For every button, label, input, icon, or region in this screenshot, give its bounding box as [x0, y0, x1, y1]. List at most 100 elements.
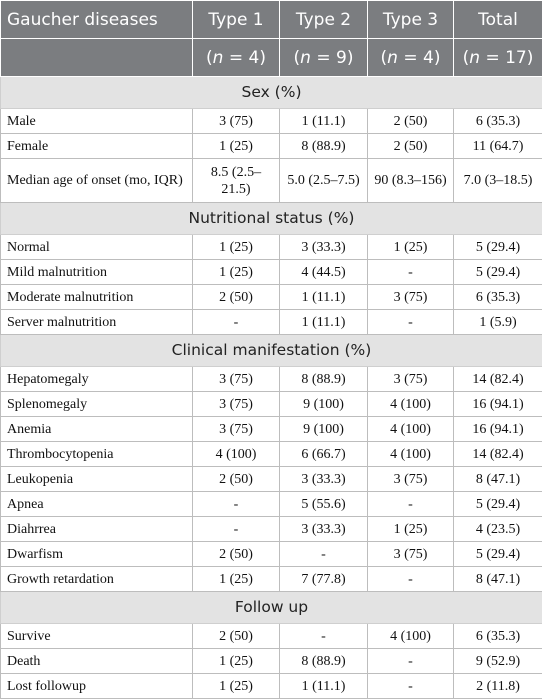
cell-value: 16 (94.1): [454, 392, 542, 417]
cell-value: 8 (88.9): [280, 134, 368, 159]
row-label: Mild malnutrition: [1, 260, 193, 285]
cell-value: 1 (25): [193, 134, 280, 159]
cell-value: 2 (11.8): [454, 674, 542, 699]
row-label: Survive: [1, 624, 193, 649]
cell-value: -: [193, 517, 280, 542]
cell-value: 3 (75): [368, 542, 454, 567]
section-title: Clinical manifestation (%): [1, 335, 542, 367]
cell-value: -: [280, 542, 368, 567]
table-header: Gaucher diseases Type 1 Type 2 Type 3 To…: [1, 1, 542, 77]
cell-value: 6 (35.3): [454, 285, 542, 310]
cell-value: 6 (35.3): [454, 624, 542, 649]
row-label: Diahrrea: [1, 517, 193, 542]
header-type2: Type 2: [280, 1, 368, 39]
cell-value: 1 (25): [193, 649, 280, 674]
cell-value: 4 (23.5): [454, 517, 542, 542]
cell-value: 3 (75): [193, 417, 280, 442]
cell-value: 1 (25): [193, 567, 280, 592]
cell-value: 4 (100): [193, 442, 280, 467]
cell-value: 3 (33.3): [280, 467, 368, 492]
n-count: = 4): [223, 48, 266, 68]
cell-value: 9 (100): [280, 392, 368, 417]
section-row: Nutritional status (%): [1, 203, 542, 235]
cell-value: 7 (77.8): [280, 567, 368, 592]
cell-value: 5 (29.4): [454, 260, 542, 285]
cell-value: 4 (100): [368, 392, 454, 417]
cell-value: 1 (11.1): [280, 674, 368, 699]
cell-value: 8 (47.1): [454, 467, 542, 492]
cell-value: 3 (75): [368, 367, 454, 392]
cell-value: 2 (50): [193, 285, 280, 310]
cell-value: 3 (33.3): [280, 517, 368, 542]
cell-value: 16 (94.1): [454, 417, 542, 442]
cell-value: 14 (82.4): [454, 367, 542, 392]
header-total: Total: [454, 1, 542, 39]
row-label: Leukopenia: [1, 467, 193, 492]
cell-value: 6 (35.3): [454, 109, 542, 134]
cell-value: 3 (75): [368, 467, 454, 492]
cell-value: 5 (29.4): [454, 492, 542, 517]
cell-value: 1 (11.1): [280, 285, 368, 310]
cell-value: 11 (64.7): [454, 134, 542, 159]
cell-value: 90 (8.3–156): [368, 159, 454, 203]
n-symbol: n: [469, 48, 480, 68]
cell-value: -: [368, 492, 454, 517]
cell-value: 1 (25): [193, 260, 280, 285]
cell-value: 2 (50): [193, 624, 280, 649]
section-title: Nutritional status (%): [1, 203, 542, 235]
section-row: Sex (%): [1, 77, 542, 109]
n-symbol: n: [213, 48, 224, 68]
cell-value: 3 (75): [368, 285, 454, 310]
cell-value: 4 (44.5): [280, 260, 368, 285]
row-label: Lost followup: [1, 674, 193, 699]
cell-value: -: [368, 260, 454, 285]
row-label: Death: [1, 649, 193, 674]
row-label: Thrombocytopenia: [1, 442, 193, 467]
row-label: Female: [1, 134, 193, 159]
cell-value: 3 (33.3): [280, 235, 368, 260]
cell-value: 14 (82.4): [454, 442, 542, 467]
cell-value: 1 (25): [193, 674, 280, 699]
cell-value: 9 (52.9): [454, 649, 542, 674]
n-count: = 9): [311, 48, 354, 68]
cell-value: 3 (75): [193, 109, 280, 134]
cell-value: 9 (100): [280, 417, 368, 442]
row-label: Male: [1, 109, 193, 134]
cell-value: -: [368, 649, 454, 674]
header-n-type3: (n = 4): [368, 39, 454, 77]
cell-value: 8 (47.1): [454, 567, 542, 592]
cell-value: 8.5 (2.5–21.5): [193, 159, 280, 203]
section-row: Clinical manifestation (%): [1, 335, 542, 367]
table-row: Server malnutrition-1 (11.1)-1 (5.9): [1, 310, 542, 335]
cell-value: -: [193, 492, 280, 517]
header-label: Gaucher diseases: [1, 1, 193, 39]
row-label: Hepatomegaly: [1, 367, 193, 392]
header-n-type1: (n = 4): [193, 39, 280, 77]
section-title: Sex (%): [1, 77, 542, 109]
row-label: Splenomegaly: [1, 392, 193, 417]
cell-value: 7.0 (3–18.5): [454, 159, 542, 203]
cell-value: 2 (50): [368, 134, 454, 159]
header-n-type2: (n = 9): [280, 39, 368, 77]
cell-value: 1 (5.9): [454, 310, 542, 335]
n-symbol: n: [300, 48, 311, 68]
cell-value: 4 (100): [368, 442, 454, 467]
cell-value: 6 (66.7): [280, 442, 368, 467]
section-title: Follow up: [1, 592, 542, 624]
row-label: Server malnutrition: [1, 310, 193, 335]
cell-value: 5 (29.4): [454, 235, 542, 260]
cell-value: 5.0 (2.5–7.5): [280, 159, 368, 203]
